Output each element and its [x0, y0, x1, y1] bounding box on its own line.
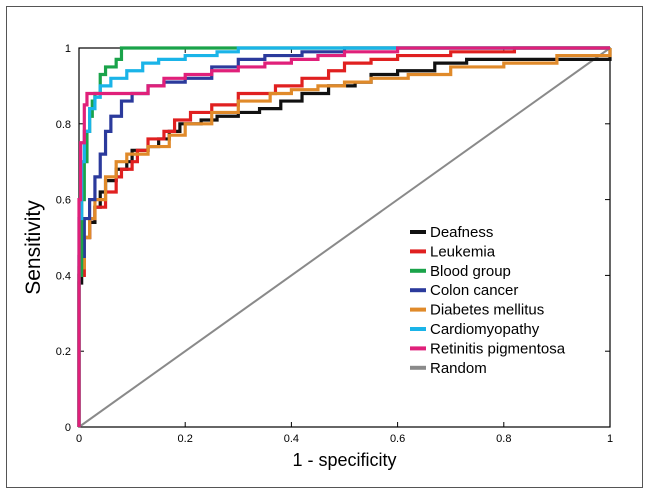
y-tick-label: 0: [65, 422, 71, 434]
series-random-line: [78, 47, 611, 428]
x-tick-label: 0.8: [496, 433, 511, 445]
y-tick-label: 0.4: [56, 270, 71, 282]
x-tick-label: 0.6: [390, 433, 405, 445]
plot-area: 0 0.2 0.4 0.6 0.8 1 0 0.2 0.4 0.6 0.8 1: [56, 43, 613, 445]
legend-label-colon-cancer: Colon cancer: [430, 282, 518, 299]
y-tick-label: 0.8: [56, 119, 71, 131]
x-tick-label: 0.4: [284, 433, 299, 445]
legend-label-leukemia: Leukemia: [430, 243, 496, 260]
series-retinitis-pigmentosa-line: [77, 46, 610, 427]
legend-label-deafness: Deafness: [430, 224, 493, 241]
x-tick-label: 1: [607, 433, 613, 445]
legend-label-random: Random: [430, 360, 487, 377]
x-tick-label: 0.2: [178, 433, 193, 445]
series-diabetes-mellitus-line: [77, 48, 612, 427]
x-axis-label: 1 - specificity: [292, 450, 396, 470]
y-tick-label: 1: [65, 43, 71, 55]
legend-label-retinitis-pigmentosa: Retinitis pigmentosa: [430, 340, 566, 357]
legend-label-blood-group: Blood group: [430, 263, 511, 280]
y-tick-label: 0.6: [56, 195, 71, 207]
series-leukemia-line: [77, 46, 610, 427]
series-cardiomyopathy-line: [77, 46, 610, 427]
legend-label-diabetes-mellitus: Diabetes mellitus: [430, 302, 544, 319]
y-axis-label: Sensitivity: [22, 200, 45, 295]
legend: Deafness Leukemia Blood group Colon cancer D…: [410, 224, 566, 377]
legend-label-cardiomyopathy: Cardiomyopathy: [430, 321, 540, 338]
x-tick-label: 0: [76, 433, 82, 445]
y-tick-label: 0.2: [56, 346, 71, 358]
